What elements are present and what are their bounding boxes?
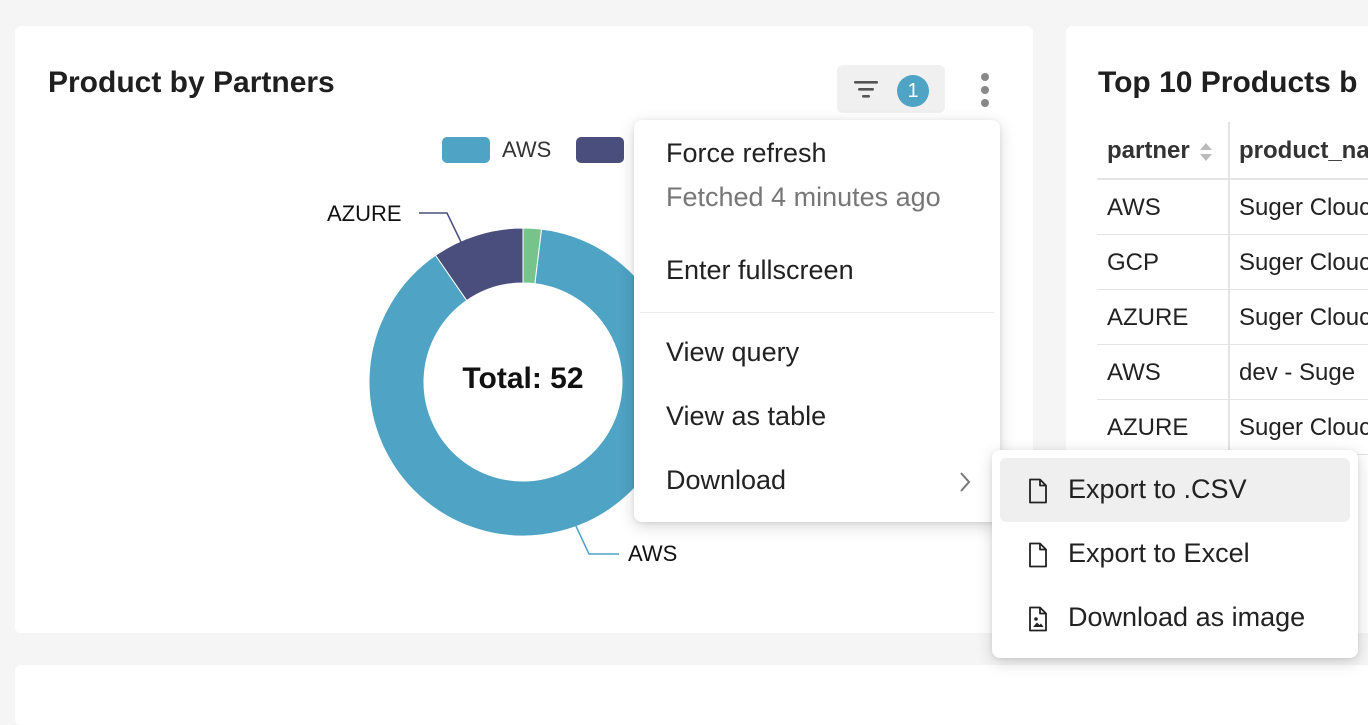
cell-product-name: Suger Clouc	[1239, 249, 1368, 276]
table-row[interactable]: GCP Suger Clouc	[1097, 235, 1368, 290]
column-header-product-name[interactable]: product_na	[1229, 122, 1368, 180]
card-title: Top 10 Products b	[1098, 66, 1358, 99]
fetched-time-text: Fetched 4 minutes ago	[666, 182, 941, 212]
azure-label-leader-line	[419, 212, 462, 243]
legend-swatch-azure	[576, 137, 624, 163]
sort-icon[interactable]	[1199, 142, 1213, 162]
table-row[interactable]: AWS dev - Suge	[1097, 345, 1368, 400]
cell-product-name: dev - Suge	[1239, 359, 1356, 386]
file-image-icon	[1029, 606, 1047, 632]
menu-divider	[640, 312, 994, 313]
chevron-right-icon	[960, 472, 971, 492]
download-image-option[interactable]: Download as image	[1000, 586, 1350, 650]
cell-partner: AWS	[1107, 194, 1161, 221]
cell-product-name: Suger Clouc	[1239, 304, 1368, 331]
table-row[interactable]: AZURE Suger Clouc	[1097, 400, 1368, 455]
menu-item-label: Force refresh	[666, 138, 827, 168]
filter-count-badge: 1	[897, 75, 929, 107]
menu-item-download[interactable]: Download	[634, 465, 1000, 496]
download-submenu: Export to .CSV Export to Excel Download …	[992, 450, 1358, 658]
cell-partner: AZURE	[1107, 304, 1189, 331]
cell-product-name: Suger Clouc	[1239, 194, 1368, 221]
slice-label-aws: AWS	[628, 541, 678, 566]
cell-partner: AZURE	[1107, 414, 1189, 441]
card-title: Product by Partners	[48, 66, 335, 99]
bottom-card	[15, 665, 1368, 725]
more-options-icon[interactable]	[970, 70, 1000, 110]
aws-label-leader-line	[574, 523, 619, 555]
export-csv-option[interactable]: Export to .CSV	[1000, 458, 1350, 522]
legend-label-aws: AWS	[502, 137, 552, 162]
table-row[interactable]: AWS Suger Clouc	[1097, 180, 1368, 235]
filter-icon	[854, 81, 878, 98]
table-row[interactable]: AZURE Suger Clouc	[1097, 290, 1368, 345]
donut-total-label: Total: 52	[462, 362, 584, 395]
column-header-label: partner	[1107, 137, 1190, 164]
export-excel-label: Export to Excel	[1068, 538, 1250, 568]
menu-item-label: Download	[666, 465, 787, 495]
cell-partner: GCP	[1107, 249, 1160, 276]
download-image-label: Download as image	[1068, 602, 1306, 632]
legend-swatch-aws	[442, 137, 490, 163]
export-excel-option[interactable]: Export to Excel	[1000, 522, 1350, 586]
file-icon	[1029, 542, 1047, 568]
filter-button[interactable]: 1	[837, 65, 945, 113]
slice-label-azure: AZURE	[327, 201, 402, 226]
menu-item-force-refresh[interactable]: Force refresh Fetched 4 minutes ago	[634, 138, 1000, 213]
menu-item-view-as-table[interactable]: View as table	[666, 401, 827, 431]
menu-item-view-query[interactable]: View query	[666, 337, 800, 367]
donut-chart	[368, 212, 678, 555]
column-divider	[1228, 122, 1230, 460]
file-icon	[1029, 478, 1047, 504]
chart-options-menu: Force refresh Fetched 4 minutes ago Ente…	[634, 120, 1000, 522]
column-header-partner[interactable]: partner	[1097, 122, 1229, 180]
cell-product-name: Suger Clouc	[1239, 414, 1368, 441]
menu-item-enter-fullscreen[interactable]: Enter fullscreen	[666, 255, 854, 285]
export-csv-label: Export to .CSV	[1068, 474, 1247, 504]
cell-partner: AWS	[1107, 359, 1161, 386]
